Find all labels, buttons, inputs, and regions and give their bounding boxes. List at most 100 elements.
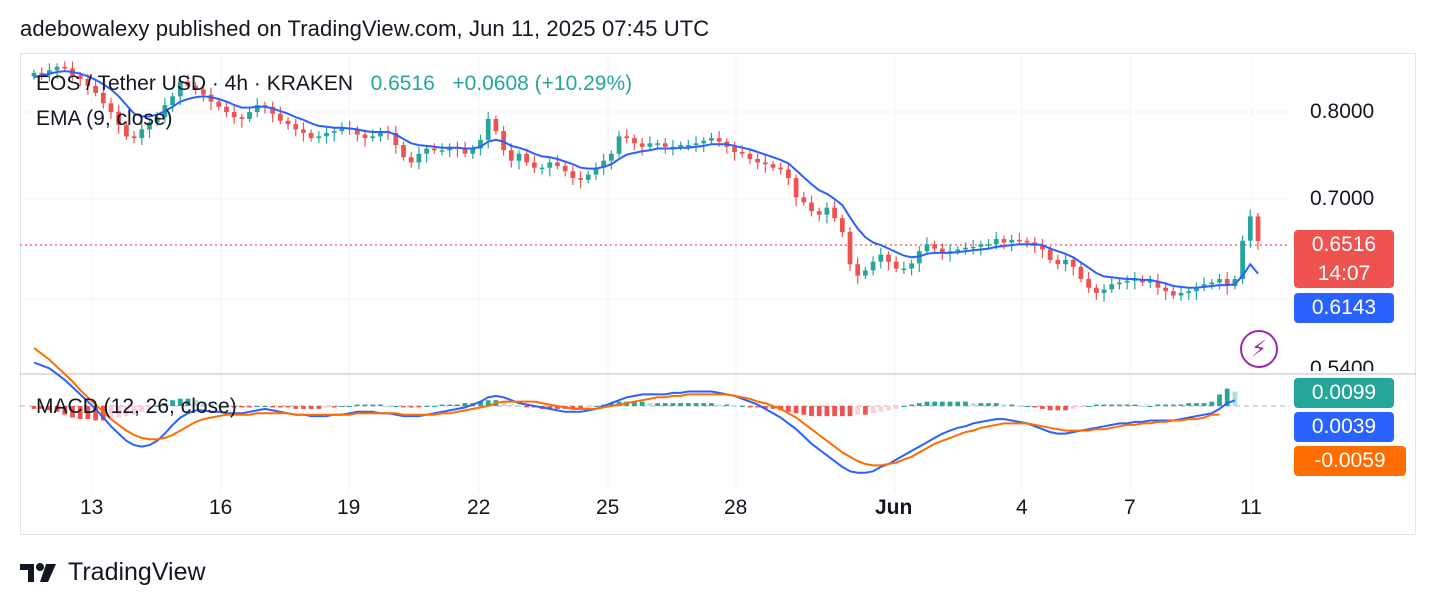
- hist-bar: [924, 401, 930, 406]
- hist-bar: [585, 406, 591, 408]
- candle-body: [124, 125, 129, 137]
- hist-bar: [1078, 406, 1084, 408]
- candle-body: [247, 112, 252, 119]
- hist-bar: [1093, 404, 1099, 406]
- grid: [20, 54, 1290, 492]
- candle-body: [585, 174, 591, 180]
- flash-icon[interactable]: ⚡: [1240, 330, 1278, 368]
- hist-bar: [1178, 404, 1184, 406]
- candle-body: [855, 264, 861, 276]
- hist-bar: [662, 403, 668, 406]
- hist-bar: [193, 400, 199, 406]
- candle-body: [216, 101, 222, 107]
- hist-bar: [916, 403, 922, 406]
- candle-body: [701, 140, 707, 144]
- candle-body: [662, 143, 668, 147]
- hist-bar: [362, 404, 368, 406]
- time-tick: 7: [1124, 496, 1136, 519]
- hist-bar: [478, 401, 483, 406]
- hist-bar: [439, 404, 445, 406]
- candle-body: [1124, 280, 1130, 283]
- hist-bar: [1009, 404, 1015, 406]
- candle-body: [108, 103, 114, 112]
- candle-body: [139, 129, 145, 139]
- candle-body: [940, 248, 945, 253]
- candle-body: [1093, 287, 1099, 293]
- candle-body: [870, 261, 876, 271]
- candle-body: [362, 134, 368, 139]
- hist-bar: [370, 404, 376, 406]
- hist-bar: [932, 401, 938, 406]
- candle-body: [524, 153, 530, 163]
- candle-body: [131, 136, 137, 139]
- hist-bar: [1032, 406, 1038, 408]
- candle-body: [1178, 292, 1184, 296]
- legend-change: +0.0608 (+10.29%): [452, 72, 633, 95]
- last-price-value: 0.6516: [1311, 233, 1377, 256]
- hist-bar: [147, 406, 152, 409]
- candle-body: [1055, 259, 1061, 265]
- candle-body: [39, 72, 45, 75]
- candle-body: [431, 148, 437, 151]
- hist-bar: [1224, 388, 1230, 406]
- candle-body: [632, 138, 637, 144]
- candle-body: [301, 129, 306, 133]
- hist-bar: [85, 406, 91, 420]
- candle-body: [847, 232, 853, 265]
- legend-price: 0.6516: [370, 72, 435, 95]
- hist-bar: [1186, 403, 1192, 406]
- hist-bar: [578, 406, 583, 409]
- candle-body: [408, 157, 414, 163]
- candle-body: [1170, 291, 1176, 296]
- hist-bar: [54, 406, 60, 412]
- hist-bar: [732, 406, 737, 407]
- hist-bar: [878, 406, 884, 412]
- hist-bar: [385, 406, 391, 407]
- ema-legend: EMA (9, close): [36, 107, 173, 130]
- candle-body: [770, 164, 776, 168]
- candle-body: [762, 162, 768, 165]
- candle-body: [224, 106, 229, 112]
- hist-bar: [285, 406, 291, 408]
- candle-body: [308, 132, 314, 139]
- hist-bar: [547, 406, 553, 409]
- candle-body: [1070, 259, 1076, 267]
- candle-body: [963, 247, 968, 250]
- candle-body: [1247, 216, 1253, 241]
- hist-bar: [185, 398, 191, 406]
- candle-body: [324, 132, 329, 137]
- candle-body: [378, 131, 383, 137]
- hist-bar: [1194, 403, 1199, 406]
- candle-body: [1147, 280, 1153, 283]
- candle-body: [85, 78, 91, 86]
- candle-body: [370, 136, 376, 139]
- candle-body: [801, 197, 807, 203]
- hist-bar: [354, 404, 360, 406]
- hist-bar: [709, 403, 714, 406]
- hist-bar: [1001, 404, 1007, 406]
- candle-body: [154, 117, 160, 123]
- hist-bar: [909, 404, 914, 406]
- candle-body: [901, 268, 907, 271]
- candle-body: [593, 167, 599, 175]
- candle-body: [1186, 291, 1192, 293]
- time-tick: 19: [337, 496, 361, 519]
- candle-body: [578, 178, 583, 180]
- chart-frame[interactable]: [20, 53, 1416, 535]
- hist-bar: [93, 406, 98, 421]
- time-tick: 25: [596, 496, 620, 519]
- hist-bar: [770, 406, 776, 409]
- hist-bar: [1140, 406, 1145, 407]
- hist-bar: [270, 406, 276, 408]
- candle-body: [739, 152, 745, 154]
- hist-bar: [855, 406, 861, 415]
- hist-bar: [739, 406, 745, 407]
- hist-bar: [593, 406, 599, 407]
- candle-body: [1255, 216, 1261, 242]
- last-price-badge: 0.6516 14:07: [1294, 230, 1394, 288]
- candle-body: [270, 106, 276, 114]
- candle-body: [1101, 289, 1107, 293]
- candle-body: [647, 143, 653, 147]
- hist-bar: [239, 406, 245, 408]
